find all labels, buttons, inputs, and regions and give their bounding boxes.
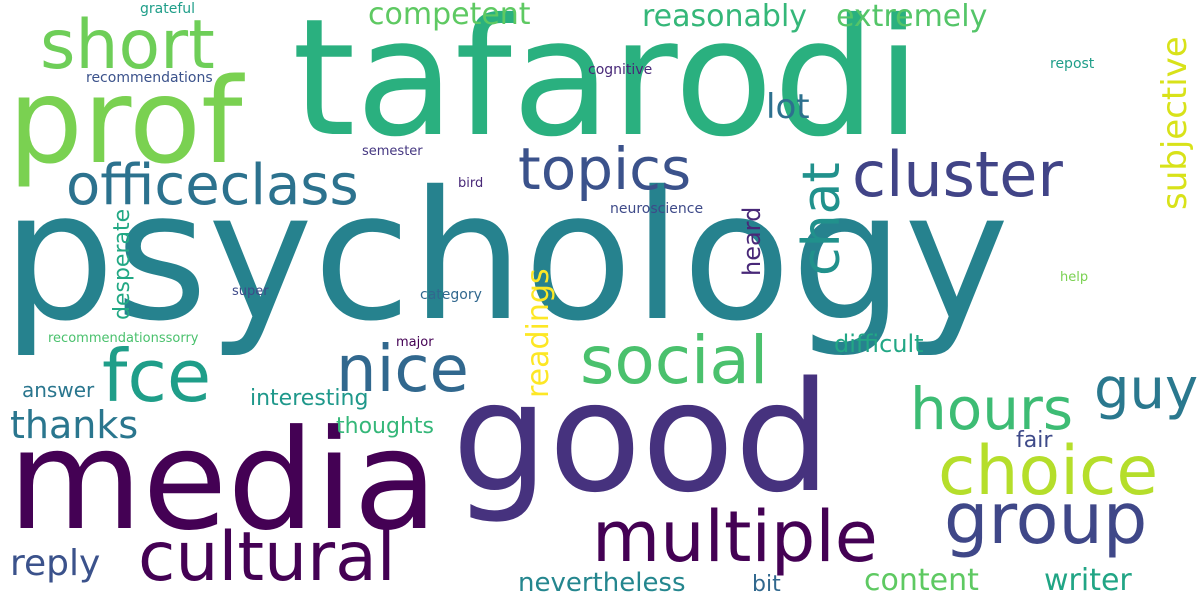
word-chat: chat — [792, 162, 852, 276]
word-reasonably: reasonably — [642, 0, 808, 34]
word-competent: competent — [368, 0, 531, 32]
word-semester: semester — [362, 144, 423, 159]
word-heard: heard — [738, 206, 766, 276]
word-nice: nice — [336, 333, 469, 407]
word-topics: topics — [518, 135, 692, 203]
word-writer: writer — [1044, 563, 1132, 598]
word-content: content — [864, 563, 979, 598]
word-recommendations: recommendations — [86, 70, 213, 86]
word-repost: repost — [1050, 56, 1095, 72]
word-cultural: cultural — [138, 518, 396, 597]
word-super: super — [232, 284, 269, 299]
word-difficult: difficult — [834, 330, 924, 358]
word-good: good — [452, 349, 831, 526]
word-thoughts: thoughts — [336, 414, 434, 439]
word-recommendationssorry: recommendationssorry — [48, 331, 199, 346]
word-group: group — [944, 478, 1148, 560]
word-fce: fce — [102, 334, 212, 418]
word-prof: prof — [8, 52, 243, 190]
word-cognitive: cognitive — [588, 62, 653, 78]
word-short: short — [40, 6, 215, 85]
word-bird: bird — [458, 176, 484, 191]
word-choice: choice — [938, 432, 1159, 511]
word-readings: readings — [521, 268, 556, 398]
word-lot: lot — [766, 87, 810, 127]
word-multiple: multiple — [592, 496, 878, 578]
word-officeclass: officeclass — [66, 153, 359, 218]
word-guy: guy — [1094, 357, 1199, 422]
word-answer: answer — [22, 378, 95, 402]
word-thanks: thanks — [10, 403, 139, 447]
word-grateful: grateful — [140, 1, 196, 17]
word-help: help — [1060, 270, 1089, 285]
word-fair: fair — [1016, 428, 1053, 453]
word-social: social — [580, 322, 769, 399]
word-subjective: subjective — [1155, 36, 1195, 210]
word-bit: bit — [752, 572, 781, 597]
word-nevertheless: nevertheless — [518, 568, 686, 598]
word-interesting: interesting — [250, 386, 369, 411]
word-major: major — [396, 335, 434, 350]
word-reply: reply — [10, 543, 101, 584]
word-category: category — [420, 287, 482, 303]
word-extremely: extremely — [836, 0, 988, 34]
word-cluster: cluster — [852, 138, 1063, 211]
word-hours: hours — [910, 375, 1074, 443]
word-psychology: psychology — [2, 153, 1010, 360]
word-media: media — [8, 400, 438, 561]
word-neuroscience: neuroscience — [610, 201, 704, 217]
word-desperate: desperate — [110, 208, 135, 320]
word-tafarodi: tafarodi — [292, 0, 922, 173]
